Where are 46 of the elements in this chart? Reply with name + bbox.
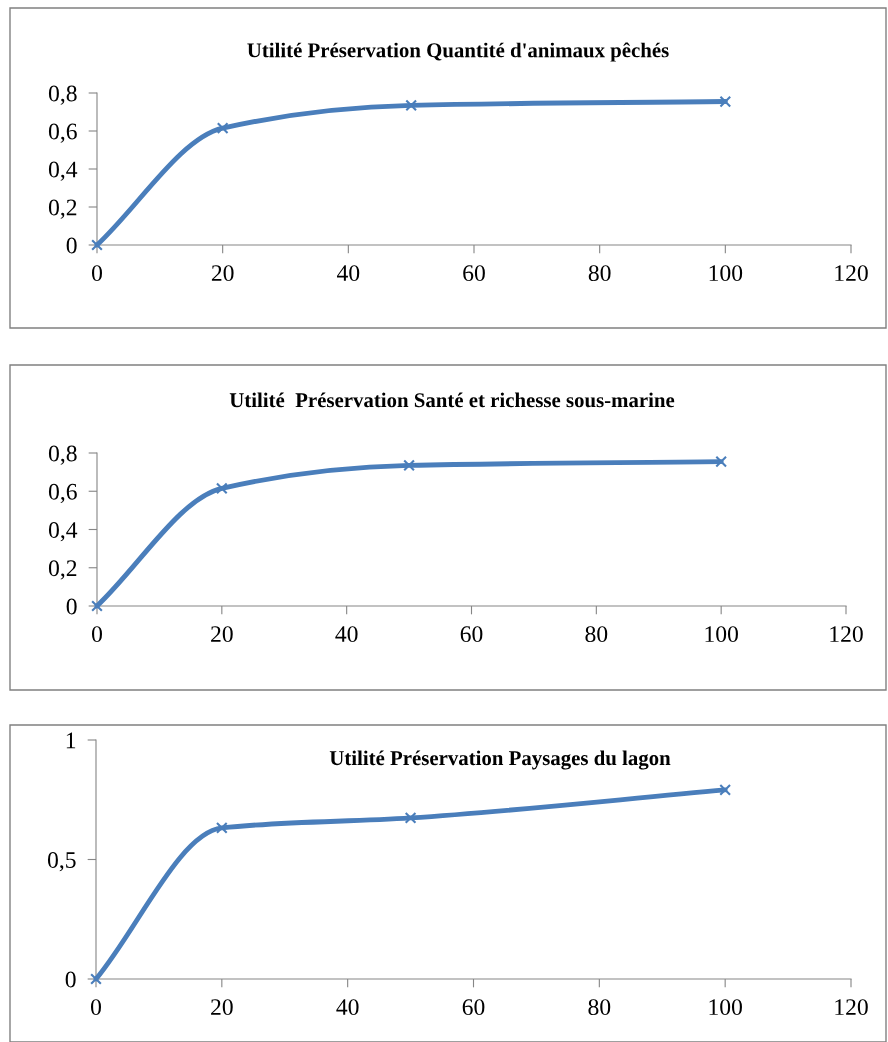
y-tick-label: 0,2 [48,199,77,219]
y-tick-label: 0,8 [48,445,77,465]
x-tick-label: 60 [460,626,483,643]
x-tick-label: 80 [588,999,611,1016]
x-tick-label: 100 [705,626,738,643]
y-tick-label: 1 [66,732,76,749]
y-tick-label: 0,6 [48,123,77,143]
y-tick-label: 0,2 [48,560,77,580]
point [215,482,228,495]
x-tick-label: 60 [463,265,485,282]
x-tick-label: 20 [211,626,233,643]
y-tick-label: 0,6 [48,483,77,504]
x-tick-label: 100 [709,999,742,1016]
point [715,455,728,468]
chart-title: Utilité Préservation Quantité d'animaux pêchés [247,42,669,62]
x-tick-label: 80 [588,265,611,282]
x-tick-label: 0 [91,999,101,1016]
x-tick-label: 120 [835,999,868,1016]
x-tick-label: 60 [462,999,485,1016]
x-tick-label: 40 [335,626,358,643]
y-tick-label: 0,4 [48,161,78,181]
point [216,122,229,135]
y-tick-label: 0 [66,598,77,615]
x-tick-label: 100 [709,265,743,282]
point [719,95,732,108]
x-tick-label: 20 [211,265,234,282]
x-tick-label: 120 [830,626,863,643]
chart-title: Utilité Préservation Santé et richesse sous-marine [229,392,675,408]
x-tick-label: 20 [211,999,233,1016]
chart-title: Utilité Préservation Paysages du lagon [329,750,671,770]
point [405,99,418,112]
point [404,812,417,824]
x-tick-label: 120 [835,265,868,282]
point [403,459,415,472]
y-tick-label: 0,5 [47,851,76,872]
y-tick-label: 0,4 [48,521,78,542]
y-tick-label: 0 [65,971,76,988]
x-tick-label: 0 [92,626,102,643]
x-tick-label: 0 [92,265,102,282]
x-tick-label: 40 [336,265,360,282]
x-tick-label: 40 [336,999,359,1016]
point [719,784,732,796]
y-tick-label: 0 [66,237,77,254]
x-tick-label: 80 [585,626,608,643]
point [215,822,228,834]
y-tick-label: 0,8 [48,85,77,105]
